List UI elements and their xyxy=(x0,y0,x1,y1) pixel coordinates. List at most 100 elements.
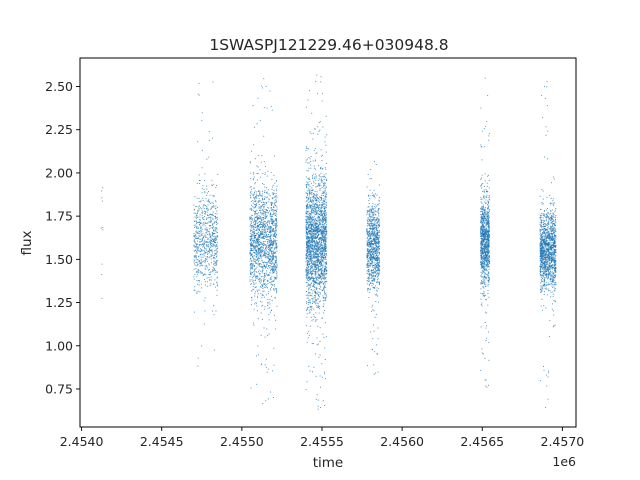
data-point xyxy=(193,208,195,210)
data-point xyxy=(260,270,262,272)
data-point xyxy=(215,264,217,266)
data-point xyxy=(202,265,204,267)
data-point xyxy=(321,212,323,214)
data-point xyxy=(372,222,374,224)
data-point xyxy=(196,250,198,252)
data-point xyxy=(215,184,217,186)
data-point xyxy=(372,240,374,242)
data-point xyxy=(251,272,253,274)
data-point xyxy=(321,238,323,240)
data-point xyxy=(369,178,371,180)
data-point xyxy=(309,251,311,253)
data-point xyxy=(314,176,316,178)
data-point xyxy=(316,241,318,243)
data-point xyxy=(319,308,320,310)
data-point xyxy=(323,217,325,219)
data-point xyxy=(373,211,375,213)
data-point xyxy=(305,159,307,161)
data-point xyxy=(315,272,317,274)
data-point xyxy=(265,215,267,217)
data-point xyxy=(310,223,312,225)
data-point xyxy=(276,223,278,225)
data-point xyxy=(315,177,317,179)
data-point xyxy=(318,267,320,269)
data-point xyxy=(201,210,203,212)
data-point xyxy=(373,274,375,276)
data-point xyxy=(312,256,314,258)
data-point xyxy=(324,264,326,266)
data-point xyxy=(306,263,308,265)
data-point xyxy=(326,296,328,298)
data-point xyxy=(204,191,206,193)
data-point xyxy=(256,242,258,244)
data-point xyxy=(265,165,267,167)
data-point xyxy=(373,161,375,162)
data-point xyxy=(193,259,195,261)
data-point xyxy=(258,190,260,192)
data-point xyxy=(311,274,313,276)
data-point xyxy=(373,190,375,192)
data-point xyxy=(259,282,261,284)
data-point xyxy=(313,210,315,212)
data-point xyxy=(256,266,258,268)
data-point xyxy=(260,247,262,249)
data-point xyxy=(322,265,324,267)
data-point xyxy=(262,275,264,277)
data-point xyxy=(257,243,259,245)
data-point xyxy=(315,199,317,201)
data-point xyxy=(312,204,314,206)
data-point xyxy=(369,213,371,215)
data-point xyxy=(258,272,260,274)
data-point xyxy=(253,232,255,234)
data-point xyxy=(315,287,317,289)
data-point xyxy=(258,261,260,263)
data-point xyxy=(374,222,376,224)
data-point xyxy=(318,224,320,226)
data-point xyxy=(372,218,374,220)
data-point xyxy=(377,238,379,240)
data-point xyxy=(258,258,260,260)
data-point xyxy=(265,254,267,256)
data-point xyxy=(193,250,195,252)
data-point xyxy=(195,237,197,239)
data-point xyxy=(212,226,214,228)
data-point xyxy=(214,279,216,281)
data-point xyxy=(376,247,378,249)
data-point xyxy=(315,250,317,252)
data-point xyxy=(201,231,203,233)
data-point xyxy=(312,245,314,247)
data-point xyxy=(315,179,317,181)
data-point xyxy=(317,408,319,410)
data-point xyxy=(371,231,373,233)
data-point xyxy=(378,230,380,232)
data-point xyxy=(266,223,268,225)
data-point xyxy=(325,199,327,201)
data-point xyxy=(261,249,263,251)
data-point xyxy=(260,206,262,208)
data-point xyxy=(272,197,274,199)
data-point xyxy=(378,199,380,201)
data-point xyxy=(207,204,209,206)
data-point xyxy=(314,269,316,271)
data-point xyxy=(305,225,307,227)
data-point xyxy=(314,320,316,322)
data-point xyxy=(260,221,262,223)
data-point xyxy=(260,211,262,213)
data-point xyxy=(319,253,321,255)
data-point xyxy=(313,270,315,272)
data-point xyxy=(314,160,316,162)
data-point xyxy=(309,277,311,279)
data-point xyxy=(263,107,265,109)
data-point xyxy=(309,263,311,265)
data-point xyxy=(374,224,376,226)
data-point xyxy=(215,248,217,250)
data-point xyxy=(193,224,195,226)
data-point xyxy=(320,185,322,187)
data-point xyxy=(256,255,258,257)
data-point xyxy=(375,249,377,251)
data-point xyxy=(194,235,196,237)
data-point xyxy=(309,257,311,259)
data-point xyxy=(274,260,276,262)
data-point xyxy=(267,236,269,238)
data-point xyxy=(257,258,259,260)
